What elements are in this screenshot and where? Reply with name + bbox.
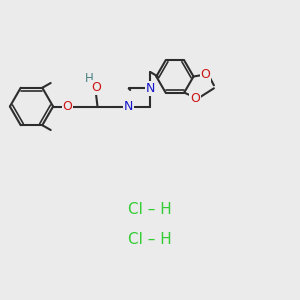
Text: Cl – H: Cl – H: [128, 232, 172, 247]
Text: N: N: [124, 100, 134, 113]
Text: O: O: [201, 68, 210, 82]
Text: O: O: [91, 81, 100, 94]
Text: H: H: [85, 72, 94, 86]
Text: O: O: [63, 100, 72, 113]
Text: Cl – H: Cl – H: [128, 202, 172, 217]
Text: N: N: [146, 82, 155, 95]
Text: N: N: [124, 100, 134, 113]
Text: O: O: [190, 92, 200, 105]
